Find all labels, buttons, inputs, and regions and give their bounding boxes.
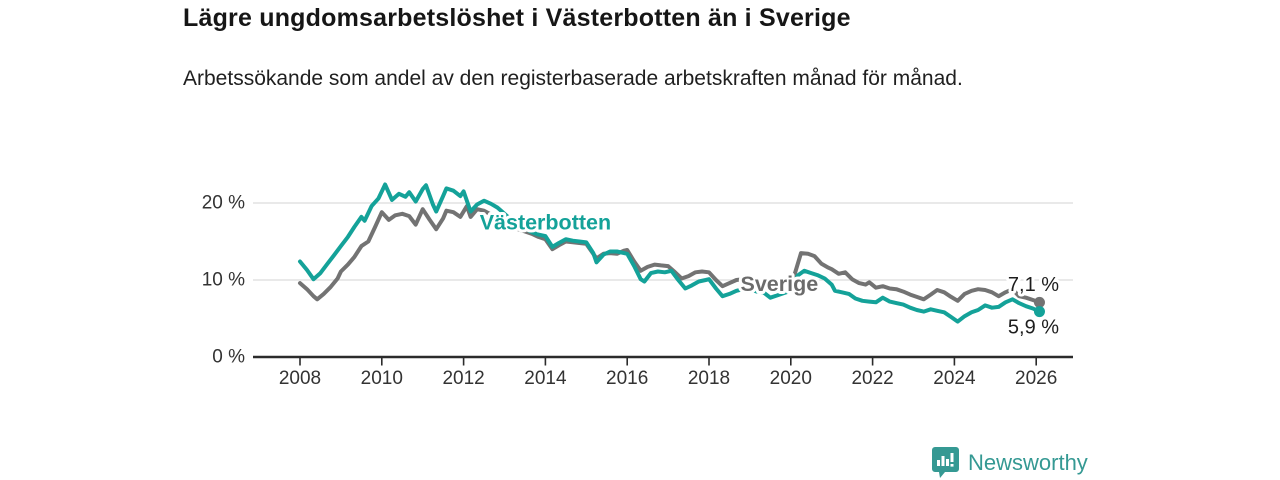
end-dot-sverige xyxy=(1033,296,1045,308)
y-axis-tick-label: 20 % xyxy=(202,193,245,214)
x-axis-tick-label: 2008 xyxy=(279,368,321,389)
chart-subtitle: Arbetssökande som andel av den registerb… xyxy=(183,67,963,90)
x-axis-tick-label: 2026 xyxy=(1015,368,1057,389)
x-axis-tick-label: 2020 xyxy=(770,368,812,389)
x-axis-tick-label: 2024 xyxy=(933,368,976,389)
x-axis-tick-label: 2016 xyxy=(606,368,648,389)
series-label-sverige: Sverige xyxy=(741,272,819,296)
x-axis-tick-label: 2018 xyxy=(688,368,730,389)
series-label-västerbotten: Västerbotten xyxy=(480,210,611,234)
end-value-label-västerbotten: 5,9 % xyxy=(1008,317,1059,339)
series-line-västerbotten xyxy=(298,182,1042,324)
chart-title: Lägre ungdomsarbetslöshet i Västerbotten… xyxy=(183,4,851,32)
bar-chart-glyph xyxy=(937,453,954,467)
newsworthy-logo[interactable]: Newsworthy xyxy=(932,447,1088,478)
series-line-sverige xyxy=(298,204,1042,305)
newsworthy-brand-text: Newsworthy xyxy=(968,449,1088,475)
x-axis-tick-label: 2010 xyxy=(361,368,403,389)
end-dot-västerbotten xyxy=(1033,306,1045,318)
y-axis-tick-label: 0 % xyxy=(212,347,245,368)
x-axis-tick-label: 2022 xyxy=(851,368,893,389)
bar-chart-speech-bubble-icon xyxy=(932,447,959,478)
y-axis-tick-label: 10 % xyxy=(202,270,245,291)
x-axis-tick-label: 2012 xyxy=(442,368,484,389)
x-axis-tick-label: 2014 xyxy=(524,368,567,389)
speech-bubble-shape xyxy=(932,447,959,478)
end-value-label-sverige: 7,1 % xyxy=(1008,274,1059,296)
